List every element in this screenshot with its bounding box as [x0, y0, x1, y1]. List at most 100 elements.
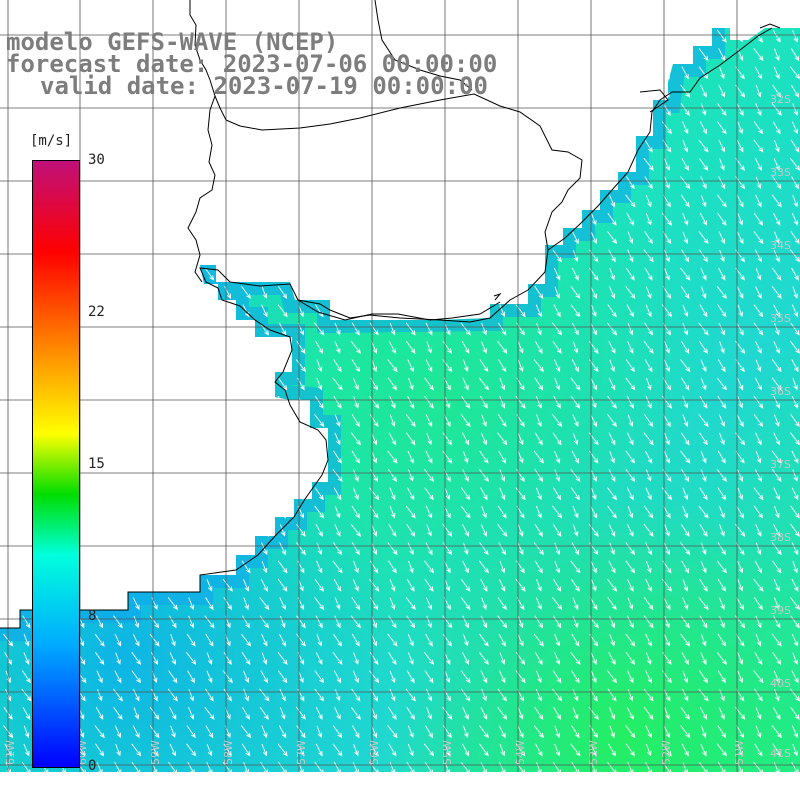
wind-arrow-icon: [278, 322, 287, 336]
wind-arrow-icon: [167, 139, 178, 153]
wind-arrow-icon: [700, 725, 707, 739]
wind-arrow-icon: [112, 688, 123, 702]
wind-arrow-icon: [645, 761, 653, 772]
wind-arrow-icon: [114, 304, 121, 318]
wind-arrow-icon: [479, 542, 489, 556]
wind-arrow-icon: [535, 487, 542, 501]
wind-arrow-icon: [645, 286, 652, 299]
wind-arrow-icon: [627, 762, 634, 772]
wind-arrow-icon: [222, 304, 233, 318]
wind-arrow-icon: [481, 689, 487, 702]
wind-arrow-icon: [350, 340, 361, 354]
wind-arrow-icon: [131, 121, 142, 135]
wind-arrow-icon: [316, 359, 323, 373]
wind-arrow-icon: [497, 688, 507, 702]
wind-arrow-icon: [790, 615, 800, 629]
wind-arrow-icon: [261, 304, 268, 318]
wind-arrow-icon: [572, 707, 579, 720]
wind-arrow-icon: [681, 652, 689, 666]
wind-arrow-icon: [498, 139, 507, 153]
wind-arrow-icon: [389, 304, 396, 318]
wind-arrow-icon: [481, 249, 487, 263]
wind-arrow-icon: [571, 267, 579, 281]
wind-arrow-icon: [423, 121, 435, 135]
wind-arrow-icon: [753, 322, 764, 336]
wind-arrow-icon: [167, 688, 178, 702]
title-forecast-date: forecast date: 2023-07-06 00:00:00: [6, 50, 498, 78]
wind-arrow-icon: [442, 615, 453, 629]
wind-arrow-icon: [572, 688, 579, 702]
wind-arrow-icon: [481, 139, 487, 153]
wind-arrow-icon: [425, 231, 433, 245]
wind-arrow-icon: [279, 633, 287, 647]
wind-arrow-icon: [790, 340, 800, 354]
wind-arrow-icon: [699, 487, 708, 501]
wind-arrow-icon: [461, 340, 470, 354]
wind-arrow-icon: [552, 761, 562, 772]
wind-arrow-icon: [773, 304, 781, 318]
wind-arrow-icon: [607, 578, 618, 592]
wind-arrow-icon: [552, 322, 563, 336]
wind-arrow-icon: [791, 578, 799, 592]
wind-arrow-icon: [423, 652, 435, 665]
wind-arrow-icon: [113, 597, 123, 611]
wind-arrow-icon: [462, 359, 469, 373]
wind-arrow-icon: [243, 597, 249, 610]
wind-arrow-icon: [462, 432, 470, 446]
wind-arrow-icon: [314, 414, 325, 428]
wind-arrow-icon: [699, 304, 708, 318]
wind-arrow-icon: [259, 414, 270, 428]
wind-arrow-icon: [426, 707, 432, 720]
wind-arrow-icon: [771, 103, 782, 116]
wind-arrow-icon: [552, 66, 563, 80]
wind-arrow-icon: [442, 176, 453, 190]
wind-arrow-icon: [186, 286, 197, 299]
wind-arrow-icon: [206, 670, 213, 684]
wind-arrow-icon: [113, 523, 123, 537]
wind-arrow-icon: [699, 340, 708, 354]
wind-arrow-icon: [609, 103, 615, 116]
wind-arrow-icon: [682, 231, 689, 244]
wind-arrow-icon: [716, 560, 727, 574]
wind-arrow-icon: [388, 340, 396, 354]
wind-arrow-icon: [479, 359, 489, 373]
wind-arrow-icon: [681, 469, 690, 483]
wind-arrow-icon: [643, 432, 654, 446]
wind-arrow-icon: [755, 432, 762, 446]
wind-arrow-icon: [554, 560, 561, 574]
wind-arrow-icon: [222, 139, 233, 153]
wind-arrow-icon: [699, 706, 708, 720]
wind-arrow-icon: [132, 542, 140, 556]
wind-arrow-icon: [23, 542, 30, 556]
wind-arrow-icon: [753, 761, 764, 772]
wind-arrow-icon: [149, 633, 160, 647]
wind-arrow-icon: [719, 524, 725, 537]
wind-arrow-icon: [627, 139, 634, 153]
wind-arrow-icon: [444, 487, 451, 501]
wind-arrow-icon: [536, 48, 542, 61]
wind-arrow-icon: [279, 615, 286, 629]
wind-arrow-icon: [571, 48, 579, 62]
wind-arrow-icon: [205, 414, 214, 428]
wind-arrow-icon: [423, 743, 435, 757]
wind-arrow-icon: [663, 414, 671, 428]
wind-arrow-icon: [352, 377, 359, 391]
wind-arrow-icon: [792, 194, 798, 208]
wind-arrow-icon: [426, 158, 432, 171]
wind-arrow-icon: [663, 725, 671, 739]
wind-arrow-icon: [187, 359, 196, 373]
wind-arrow-icon: [462, 743, 470, 757]
wind-arrow-icon: [424, 487, 434, 501]
wind-arrow-icon: [95, 121, 104, 135]
wind-arrow-icon: [131, 743, 142, 757]
wind-arrow-icon: [515, 487, 526, 501]
wind-arrow-icon: [242, 341, 250, 354]
wind-arrow-icon: [315, 249, 324, 263]
wind-arrow-icon: [625, 103, 636, 116]
wind-arrow-icon: [444, 30, 451, 43]
wind-arrow-icon: [609, 542, 615, 555]
wind-arrow-icon: [608, 249, 616, 263]
wind-arrow-icon: [590, 652, 597, 665]
wind-arrow-icon: [662, 194, 671, 208]
